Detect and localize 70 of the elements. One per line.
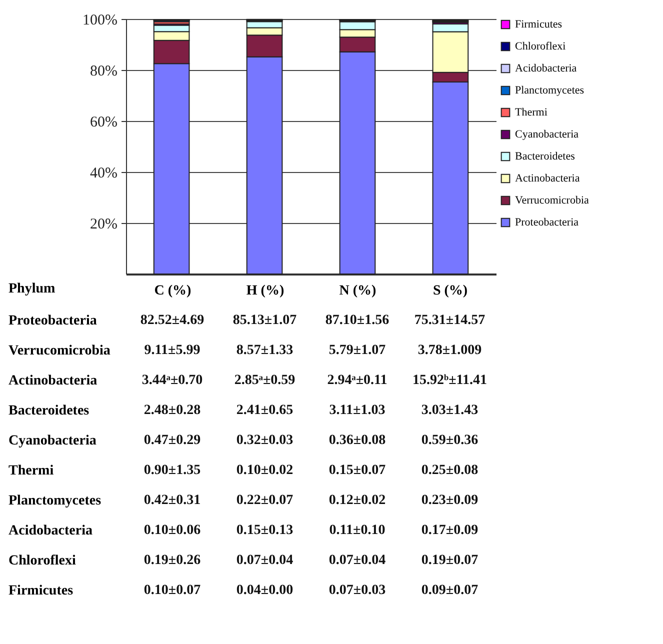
data-label: 0.15±0.07 xyxy=(328,463,386,478)
data-label: 0.09±0.07 xyxy=(421,583,478,598)
y-tick-label: 20% xyxy=(90,216,118,232)
data-label: 2.41±0.65 xyxy=(236,403,294,418)
text: Actinobacteria xyxy=(8,374,98,388)
text: Chloroflexi xyxy=(8,554,76,568)
data-label: 0.07±0.04 xyxy=(328,553,386,568)
data-label: 2.85ᵃ±0.59 xyxy=(234,373,296,388)
data-label: 9.11±5.99 xyxy=(144,343,200,358)
data-label: 2.94ᵃ±0.11 xyxy=(327,373,388,388)
x-tick-label: H (%) xyxy=(246,284,284,298)
data-label: 0.47±0.29 xyxy=(144,433,201,448)
data-label: 3.03±1.43 xyxy=(421,403,478,418)
text: Proteobacteria xyxy=(8,314,97,328)
data-label: 0.90±1.35 xyxy=(144,463,201,478)
y-tick-label: 80% xyxy=(90,64,118,80)
legend-label: Cyanobacteria xyxy=(515,128,579,140)
text: Acidobacteria xyxy=(8,524,92,538)
data-label: 0.22±0.07 xyxy=(236,493,294,508)
x-axis-title: Phylum xyxy=(8,282,56,296)
y-tick-label: 100% xyxy=(82,12,118,28)
data-label: 5.79±1.07 xyxy=(328,343,386,358)
data-label: 82.52±4.69 xyxy=(140,313,204,328)
data-label: 3.44ᵃ±0.70 xyxy=(142,373,203,388)
data-label: 0.11±0.10 xyxy=(329,523,386,538)
data-label: 75.31±14.57 xyxy=(414,313,486,328)
text: Thermi xyxy=(8,464,54,478)
data-label: 15.92ᵇ±11.41 xyxy=(412,373,487,388)
data-label: 0.19±0.26 xyxy=(144,553,201,568)
data-label: 0.10±0.06 xyxy=(144,523,201,538)
text: Firmicutes xyxy=(8,584,74,598)
data-label: 0.07±0.03 xyxy=(328,583,386,598)
data-label: 8.57±1.33 xyxy=(236,343,294,358)
data-label: 0.07±0.04 xyxy=(236,553,294,568)
data-label: 0.23±0.09 xyxy=(421,493,478,508)
data-label: 0.04±0.00 xyxy=(236,583,294,598)
legend-label: Actinobacteria xyxy=(515,172,580,184)
data-label: 0.32±0.03 xyxy=(236,433,294,448)
x-tick-label: C (%) xyxy=(154,284,192,298)
text: Planctomycetes xyxy=(8,494,102,508)
data-label: 2.48±0.28 xyxy=(144,403,201,418)
text: Bacteroidetes xyxy=(8,404,90,418)
data-label: 0.25±0.08 xyxy=(421,463,478,478)
legend-label: Chloroflexi xyxy=(515,40,566,52)
data-label: 3.78±1.009 xyxy=(418,343,482,358)
legend-label: Bacteroidetes xyxy=(515,150,575,162)
y-tick-label: 60% xyxy=(90,114,118,130)
legend-label: Proteobacteria xyxy=(515,216,579,228)
data-label: 0.59±0.36 xyxy=(421,433,478,448)
data-label: 85.13±1.07 xyxy=(232,313,297,328)
y-tick-label: 40% xyxy=(90,166,118,182)
data-label: 0.10±0.07 xyxy=(144,583,201,598)
legend-label: Thermi xyxy=(515,106,548,118)
x-tick-label: N (%) xyxy=(339,284,377,298)
text: Cyanobacteria xyxy=(8,434,96,448)
data-label: 87.10±1.56 xyxy=(325,313,390,328)
legend-label: Firmicutes xyxy=(515,18,562,30)
data-label: 0.10±0.02 xyxy=(236,463,294,478)
text: Verrucomicrobia xyxy=(8,344,110,358)
legend-label: Verrucomicrobia xyxy=(515,194,590,206)
data-label: 0.42±0.31 xyxy=(144,493,201,508)
legend-label: Acidobacteria xyxy=(515,62,577,74)
legend-label: Planctomycetes xyxy=(515,84,584,96)
data-label: 0.12±0.02 xyxy=(328,493,386,508)
data-label: 0.36±0.08 xyxy=(328,433,386,448)
x-tick-label: S (%) xyxy=(432,284,468,298)
data-label: 0.17±0.09 xyxy=(421,523,478,538)
data-label: 0.15±0.13 xyxy=(236,523,294,538)
data-label: 3.11±1.03 xyxy=(329,403,386,418)
data-label: 0.19±0.07 xyxy=(421,553,478,568)
